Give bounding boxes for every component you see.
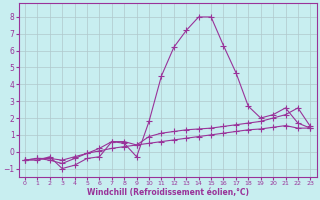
X-axis label: Windchill (Refroidissement éolien,°C): Windchill (Refroidissement éolien,°C) xyxy=(87,188,249,197)
